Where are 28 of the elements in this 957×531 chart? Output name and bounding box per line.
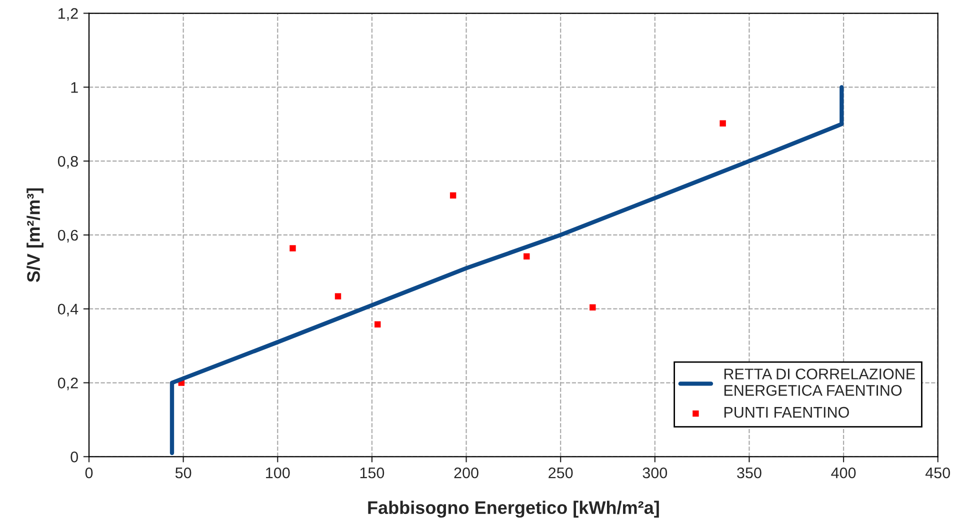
x-tick-label: 50 <box>175 467 192 478</box>
point <box>590 304 596 310</box>
x-tick-label: 350 <box>737 467 762 478</box>
x-tick-label: 200 <box>454 467 478 478</box>
y-axis-title: S/V [m²/m³] <box>26 188 44 282</box>
point <box>290 245 296 252</box>
y-tick-label: 0,2 <box>58 378 78 390</box>
x-axis-title: Fabbisogno Energetico [kWh/m²a] <box>368 500 659 518</box>
point <box>374 321 381 328</box>
legend-label: RETTA DI CORRELAZIONE ENERGETICA FAENTINO <box>724 368 915 396</box>
y-tick-label: 0,4 <box>58 304 78 316</box>
y-tick-label: 1 <box>71 82 78 93</box>
point <box>720 120 726 126</box>
x-tick-label: 0 <box>85 467 93 478</box>
x-tick-label: 150 <box>360 467 384 478</box>
y-tick-label: 0,8 <box>58 156 78 169</box>
legend-label: PUNTI FAENTINO <box>724 406 849 418</box>
x-tick-label: 100 <box>266 467 290 478</box>
x-tick-label: 250 <box>548 467 573 478</box>
point <box>450 192 456 199</box>
x-tick-label: 300 <box>642 467 668 478</box>
y-tick-label: 0,6 <box>58 230 78 242</box>
y-tick-label: 1,2 <box>58 8 78 21</box>
point <box>524 253 530 260</box>
y-tick-label: 0 <box>70 452 78 462</box>
x-tick-label: 450 <box>925 467 950 478</box>
x-tick-label: 400 <box>831 467 856 478</box>
point <box>334 293 342 300</box>
